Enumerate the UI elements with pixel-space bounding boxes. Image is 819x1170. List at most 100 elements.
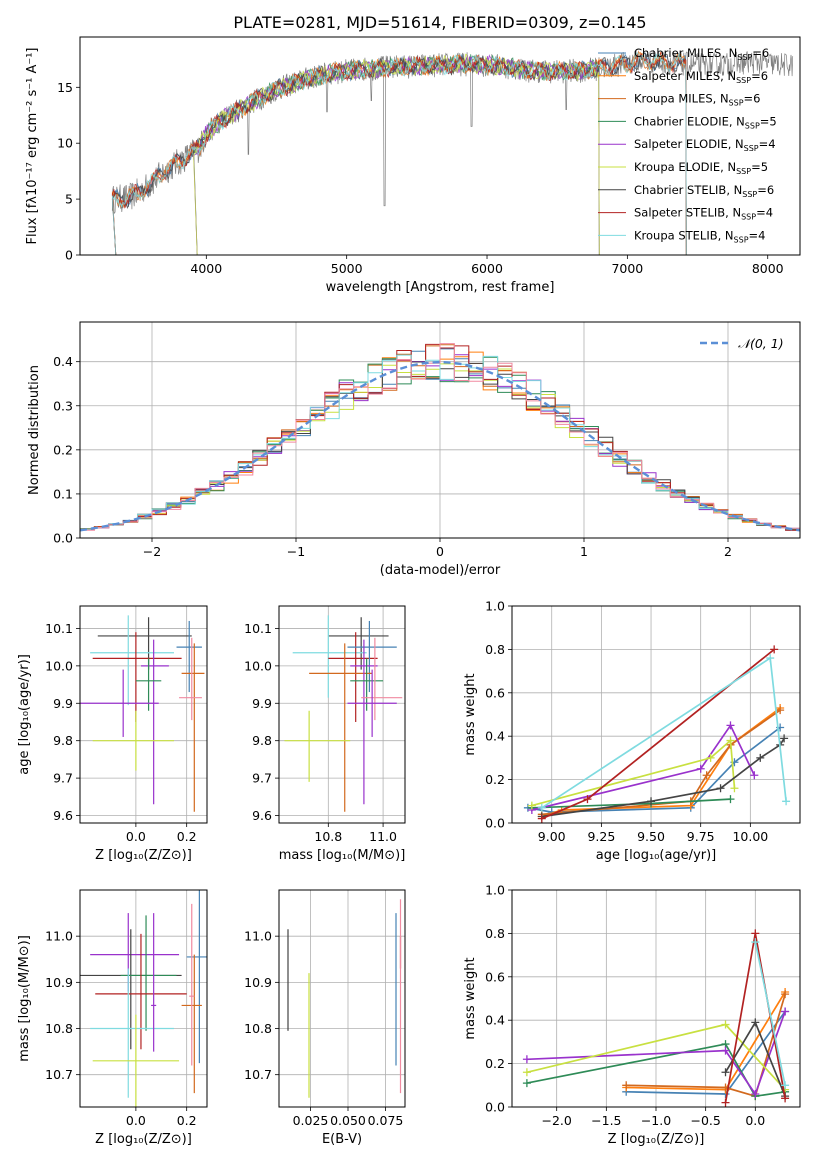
residuals-ylabel: Normed distribution bbox=[27, 365, 42, 495]
weight_vs_Z-series-marker bbox=[721, 1046, 730, 1055]
residuals-ytick-label: 0.3 bbox=[53, 398, 73, 413]
weight_vs_age-series-marker bbox=[726, 795, 735, 804]
weight_vs_age-series-marker bbox=[750, 771, 759, 780]
weight_vs_Z-series-line bbox=[526, 1011, 786, 1096]
mass_vs_EBV-plot-area bbox=[287, 899, 402, 1098]
weight_vs_age-series-marker bbox=[716, 784, 725, 793]
spectrum-legend: Chabrier MILES, NSSP=6 Salpeter MILES, NS… bbox=[598, 46, 777, 244]
spectrum-legend-label: Chabrier ELODIE, NSSP=5 bbox=[634, 114, 777, 130]
weight_vs_Z-xlabel: Z [log₁₀(Z/Z⊙)] bbox=[608, 1132, 705, 1147]
weight_vs_age-ytick-label: 0.6 bbox=[485, 685, 505, 700]
mass_vs_EBV-ytick-label: 10.9 bbox=[244, 975, 272, 990]
weight_vs_age-series-marker bbox=[583, 795, 592, 804]
mass_vs_Z-ytick-label: 10.7 bbox=[45, 1067, 73, 1082]
weight_vs_Z-ytick-label: 0.0 bbox=[485, 1100, 505, 1115]
weight_vs_Z-series-marker bbox=[781, 1081, 790, 1090]
weight_vs_Z-series-marker bbox=[781, 990, 790, 999]
age_vs_mass-ytick-label: 10.0 bbox=[244, 658, 272, 673]
weight_vs_age-ytick-label: 0.2 bbox=[485, 772, 505, 787]
residuals-xlabel: (data-model)/error bbox=[380, 563, 501, 578]
residuals-xtick-label: 0 bbox=[436, 544, 444, 559]
mass_vs_EBV-xtick-label: 0.025 bbox=[293, 1113, 329, 1128]
spectrum-xtick-label: 5000 bbox=[331, 261, 363, 276]
age_vs_mass-ytick-label: 9.7 bbox=[252, 771, 272, 786]
weight_vs_Z-xtick-label: −1.0 bbox=[641, 1113, 671, 1128]
mass_vs_EBV-xtick-label: 0.075 bbox=[368, 1113, 404, 1128]
mass_vs_EBV-ytick-label: 11.0 bbox=[244, 929, 272, 944]
weight_vs_Z-series-marker bbox=[751, 929, 760, 938]
weight_vs_Z-series-marker bbox=[622, 1081, 631, 1090]
spectrum-ytick-label: 15 bbox=[57, 80, 73, 95]
weight_vs_age-ylabel: mass weight bbox=[463, 673, 478, 755]
weight_vs_age-series-marker bbox=[537, 803, 546, 812]
spectrum-ylabel: Flux [fλ10⁻¹⁷ erg cm⁻² s⁻¹ A⁻¹] bbox=[25, 48, 40, 245]
weight_vs_age-frame bbox=[511, 605, 801, 824]
residuals-normal-curve bbox=[80, 360, 800, 532]
spectrum-legend-label: Salpeter ELODIE, NSSP=4 bbox=[634, 137, 776, 153]
spectrum-ytick-label: 10 bbox=[57, 136, 73, 151]
weight_vs_age-plot-area bbox=[523, 645, 791, 823]
weight_vs_Z-series-line bbox=[754, 941, 786, 1086]
age_vs_Z-xlabel: Z [log₁₀(Z/Z⊙)] bbox=[95, 848, 192, 863]
weight_vs_age-ytick-label: 0.4 bbox=[485, 729, 505, 744]
spectrum-xtick-label: 4000 bbox=[190, 261, 222, 276]
weight_vs_age-xtick-label: 9.00 bbox=[538, 829, 566, 844]
weight_vs_age-series-marker bbox=[730, 784, 739, 793]
spectrum-xtick-label: 7000 bbox=[611, 261, 643, 276]
weight_vs_Z-xtick-label: −1.5 bbox=[591, 1113, 621, 1128]
residuals-ytick-label: 0.0 bbox=[53, 531, 73, 546]
weight_vs_Z-series-line bbox=[526, 1043, 786, 1098]
weight_vs_age-series-marker bbox=[776, 706, 785, 715]
weight_vs_age-series-marker bbox=[726, 736, 735, 745]
spectrum-axes: 4000 5000 6000 7000 8000 0 5 10 15 wavelength [An… bbox=[25, 48, 784, 296]
weight_vs_age-series-marker bbox=[527, 801, 536, 810]
age_vs_Z-ytick-label: 10.0 bbox=[45, 658, 73, 673]
weight_vs_age-series-marker bbox=[647, 797, 656, 806]
age_vs_mass-ytick-label: 9.6 bbox=[252, 808, 272, 823]
age_vs_Z-plot-area bbox=[80, 615, 205, 812]
age_vs_Z-ylabel: age [log₁₀(age/yr)] bbox=[17, 654, 32, 775]
spectrum-legend-label: Chabrier MILES, NSSP=6 bbox=[634, 46, 769, 62]
mass_vs_EBV-ytick-label: 10.8 bbox=[244, 1021, 272, 1036]
weight_vs_Z-series-marker bbox=[751, 1018, 760, 1027]
weight_vs_age-xtick-label: 9.25 bbox=[587, 829, 615, 844]
spectrum-model-kroupa-elodie bbox=[193, 53, 600, 255]
residuals-legend: 𝒩(0, 1) bbox=[700, 336, 784, 351]
weight_vs_Z-series-marker bbox=[751, 1089, 760, 1098]
age_vs_mass-xtick-label: 10.8 bbox=[314, 829, 342, 844]
weight_vs_Z-xtick-label: 0.0 bbox=[745, 1113, 765, 1128]
weight_vs_Z-series-marker bbox=[522, 1079, 531, 1088]
mass_vs_Z-axes: 0.0 0.2 10.7 10.8 10.9 11.0 Z [log₁₀(Z/Z⊙)] mas… bbox=[17, 890, 207, 1147]
mass_vs_Z-plot-area bbox=[80, 890, 207, 1107]
age_vs_Z-ytick-label: 9.7 bbox=[53, 771, 73, 786]
age_vs_mass-axes: 10.8 11.0 9.6 9.7 9.8 9.9 10.0 10.1 mass [log₁₀(… bbox=[244, 606, 405, 863]
weight_vs_age-series-marker bbox=[770, 645, 779, 654]
mass_vs_Z-frame bbox=[79, 889, 208, 1108]
mass_vs_EBV-axes: 0.025 0.050 0.075 10.7 10.8 10.9 11.0 E(B-V) bbox=[244, 890, 405, 1147]
weight_vs_Z-ytick-label: 0.8 bbox=[485, 926, 505, 941]
weight_vs_Z-ytick-label: 0.2 bbox=[485, 1056, 505, 1071]
age_vs_Z-frame bbox=[79, 605, 208, 824]
mass_vs_Z-xtick-label: 0.2 bbox=[177, 1113, 197, 1128]
residuals-histogram bbox=[80, 354, 800, 530]
residuals-xtick-label: 2 bbox=[724, 544, 732, 559]
spectrum-ytick-label: 5 bbox=[65, 192, 73, 207]
weight_vs_Z-xtick-label: −0.5 bbox=[690, 1113, 720, 1128]
residuals-xtick-label: −2 bbox=[143, 544, 161, 559]
spectrum-legend-label: Kroupa ELODIE, NSSP=5 bbox=[634, 160, 768, 176]
weight_vs_age-ytick-label: 0.8 bbox=[485, 642, 505, 657]
residuals-ytick-label: 0.2 bbox=[53, 442, 73, 457]
weight_vs_age-ytick-label: 1.0 bbox=[485, 599, 505, 614]
residuals-axes: −2 −1 0 1 2 0.0 0.1 0.2 0.3 0.4 (data-model)/error… bbox=[27, 322, 800, 578]
weight_vs_age-series-marker bbox=[537, 814, 546, 823]
age_vs_mass-ytick-label: 9.9 bbox=[252, 696, 272, 711]
age_vs_Z-xtick-label: 0.0 bbox=[126, 829, 146, 844]
weight_vs_age-series-line bbox=[531, 738, 736, 807]
weight_vs_Z-xtick-label: −2.0 bbox=[542, 1113, 572, 1128]
weight_vs_Z-ytick-label: 0.6 bbox=[485, 969, 505, 984]
residuals-ytick-label: 0.1 bbox=[53, 486, 73, 501]
age_vs_Z-ytick-label: 10.1 bbox=[45, 621, 73, 636]
weight_vs_Z-ylabel: mass weight bbox=[463, 957, 478, 1039]
weight_vs_age-xlabel: age [log₁₀(age/yr)] bbox=[596, 848, 717, 863]
spectrum-model-kroupa-stelib bbox=[111, 52, 687, 255]
